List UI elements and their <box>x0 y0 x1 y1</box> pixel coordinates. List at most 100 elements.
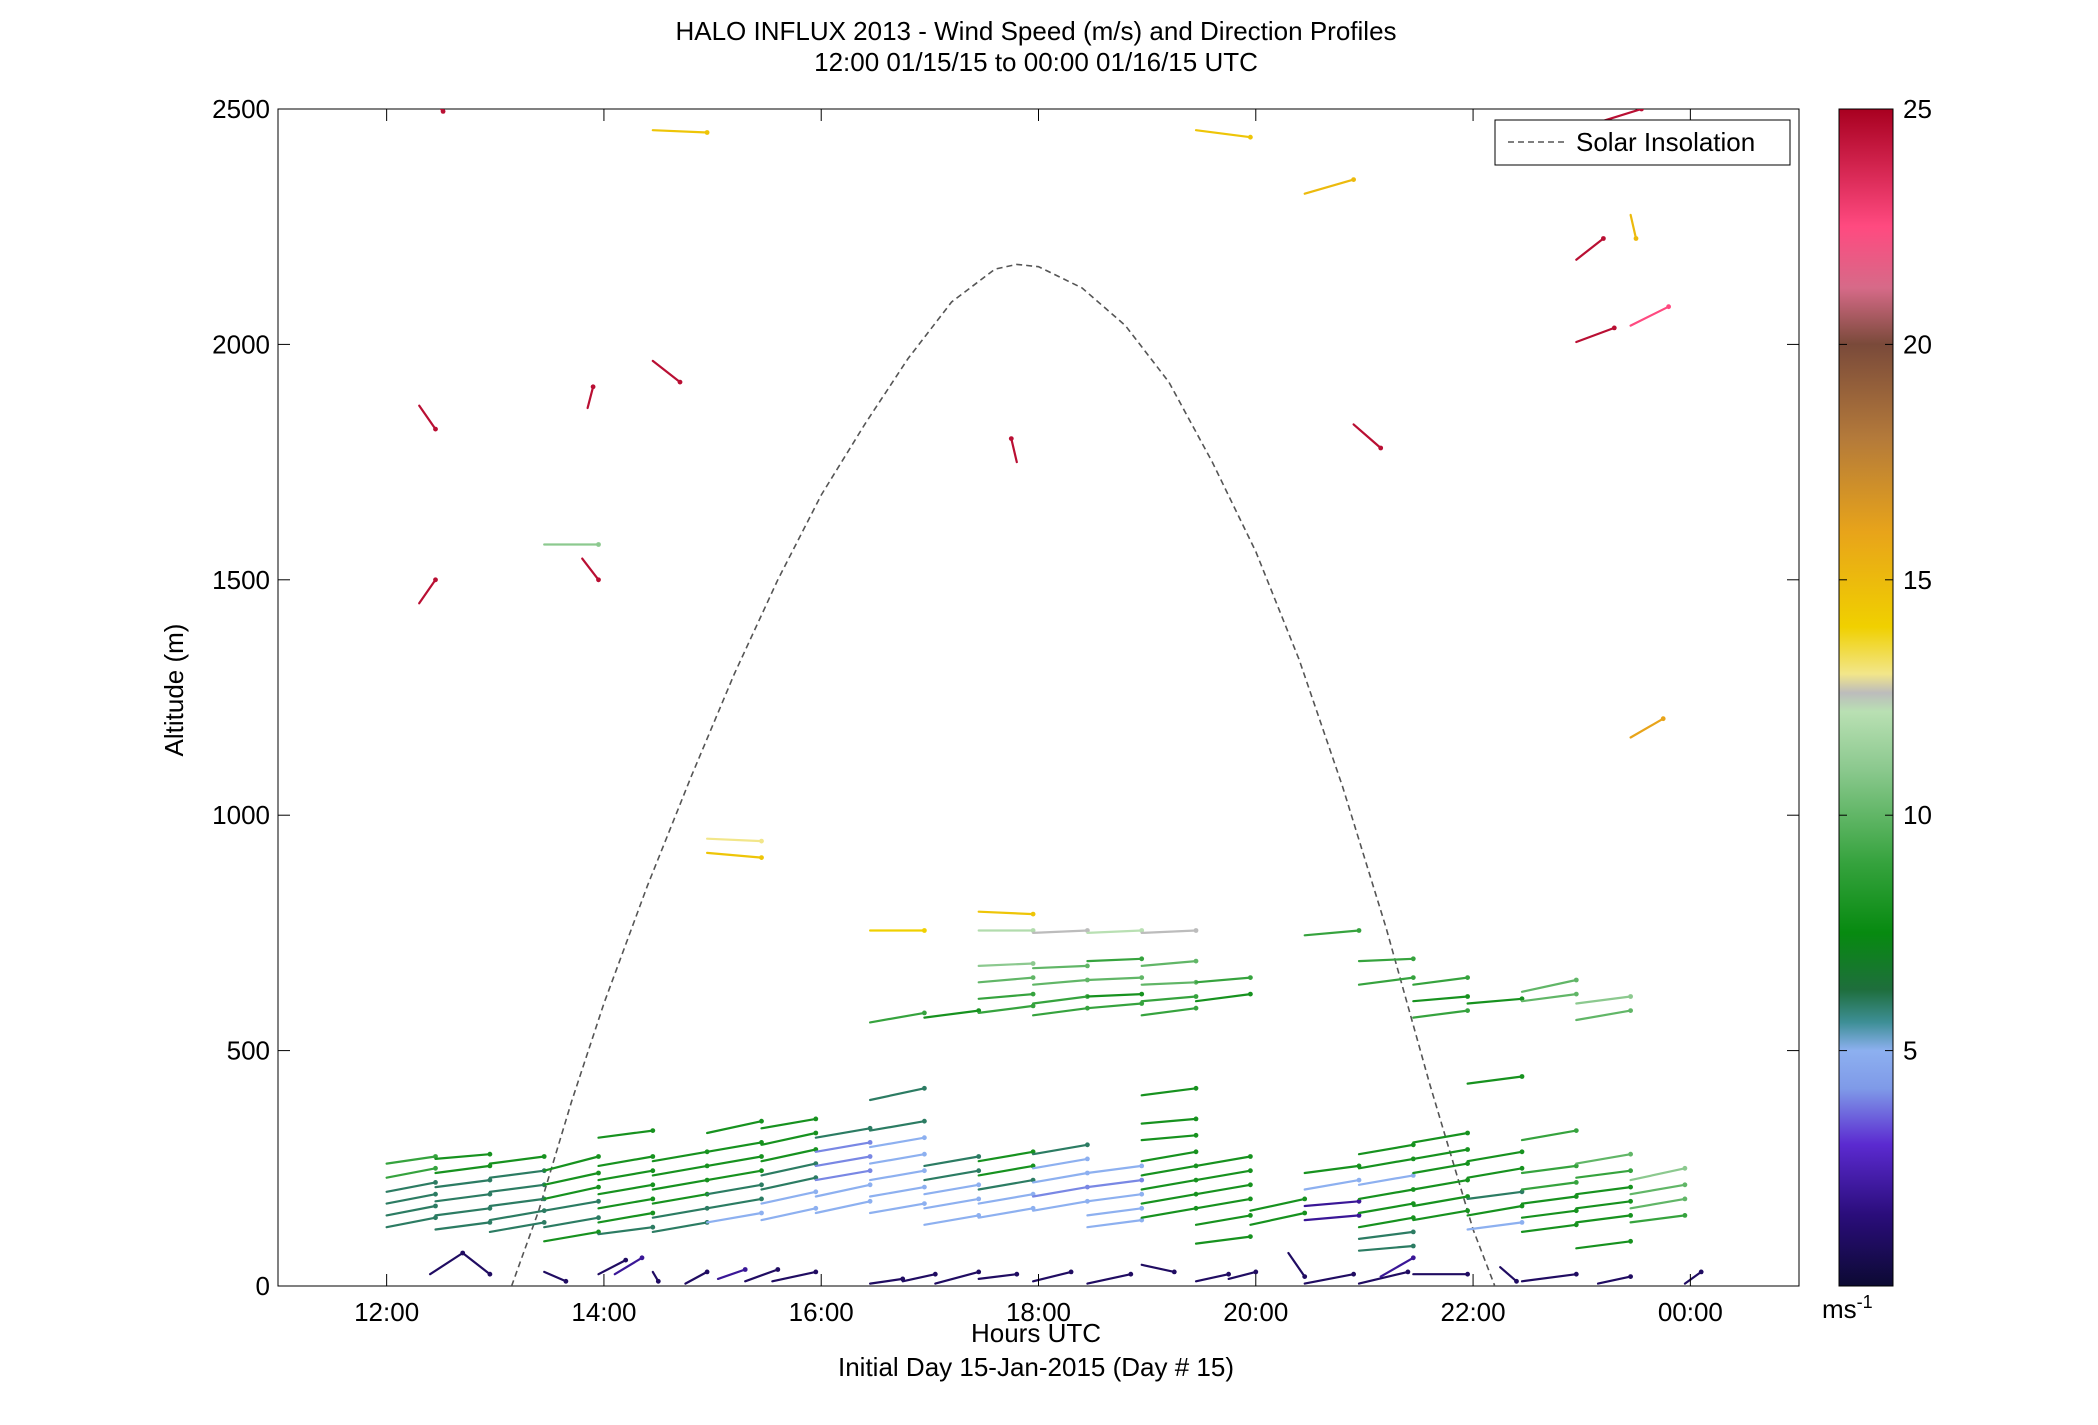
wind-vector-shaft <box>977 1273 1018 1281</box>
wind-vector-26 <box>597 1182 656 1196</box>
wind-vector-shaft <box>1357 957 1415 963</box>
wind-vector-shaft <box>814 1127 872 1139</box>
wind-vector-shaft <box>705 1211 763 1224</box>
wind-vector-39 <box>705 1182 764 1196</box>
wind-vector-head <box>1248 1168 1253 1174</box>
wind-vector-head <box>1068 1269 1074 1275</box>
wind-vector-170 <box>1303 928 1362 937</box>
wind-vector-143 <box>977 991 1036 1000</box>
wind-vector-shaft <box>1086 992 1143 998</box>
wind-vector-shaft <box>1086 1273 1132 1285</box>
wind-vector-shaft <box>1412 1131 1469 1144</box>
wind-vector-head <box>1008 436 1014 441</box>
wind-vector-171 <box>977 928 1036 933</box>
wind-vector-head <box>650 1168 656 1174</box>
wind-vector-shaft <box>1357 1174 1415 1186</box>
wind-vector-head <box>1193 1132 1199 1138</box>
wind-vector-85 <box>1194 1154 1253 1168</box>
wind-vector-shaft <box>1520 1181 1578 1191</box>
wind-vector-head <box>1682 1213 1688 1218</box>
wind-vector-111 <box>1466 1149 1525 1163</box>
wind-vector-167 <box>1520 977 1579 993</box>
wind-vector-37 <box>705 1154 764 1168</box>
wind-vector-head <box>976 1196 982 1202</box>
wind-vector-head <box>775 1267 781 1272</box>
wind-vector-94 <box>1303 1177 1362 1191</box>
wind-vector-79 <box>1086 1217 1145 1229</box>
wind-vector-head <box>1666 304 1671 310</box>
wind-vector-shaft <box>434 1178 491 1189</box>
wind-vector-head <box>922 1085 927 1091</box>
wind-vector-shaft <box>1249 1197 1306 1212</box>
wind-vector-142 <box>977 1003 1036 1015</box>
wind-vector-113 <box>1466 1189 1525 1201</box>
wind-vector-head <box>440 109 446 114</box>
wind-vector-218 <box>1357 1269 1411 1285</box>
wind-vector-head <box>1193 928 1199 933</box>
wind-vector-shaft <box>1357 1270 1410 1285</box>
wind-vector-head <box>1139 1205 1145 1211</box>
wind-vector-158 <box>1194 991 1253 1003</box>
wind-vector-132 <box>705 1118 764 1135</box>
wind-vector-61 <box>923 1168 982 1182</box>
wind-vector-203 <box>684 1269 710 1285</box>
wind-vector-59 <box>868 1201 927 1215</box>
wind-vector-head <box>1248 1196 1253 1202</box>
wind-vector-179 <box>543 542 601 547</box>
wind-vector-head <box>1519 1189 1525 1195</box>
wind-vector-head <box>1519 1220 1525 1225</box>
wind-vector-shaft <box>434 1164 491 1175</box>
wind-vector-head <box>650 1224 656 1230</box>
wind-vector-92 <box>1249 1210 1308 1226</box>
wind-vector-head <box>1351 1271 1356 1277</box>
wind-vector-shaft <box>1031 978 1089 986</box>
wind-vector-head <box>1085 1156 1090 1162</box>
wind-vector-head <box>1302 1196 1308 1202</box>
wind-vector-head <box>813 1116 819 1122</box>
wind-vector-155 <box>1140 994 1199 1003</box>
wind-vector-shaft <box>1140 981 1198 986</box>
wind-vector-10 <box>434 1205 493 1217</box>
wind-vector-40 <box>705 1196 764 1210</box>
wind-vector-12 <box>488 1154 547 1165</box>
wind-vector-shaft <box>1575 1214 1632 1224</box>
wind-vector-head <box>759 1210 764 1216</box>
wind-vector-shaft <box>1629 717 1665 739</box>
wind-vector-51 <box>814 1168 873 1182</box>
wind-vector-head <box>1248 1234 1253 1239</box>
wind-vector-head <box>922 1184 927 1190</box>
wind-vector-shaft <box>651 1150 709 1163</box>
wind-vector-head <box>650 1128 656 1133</box>
wind-vector-86 <box>1194 1168 1253 1182</box>
wind-vector-153 <box>1086 956 1145 963</box>
wind-vector-head <box>1378 445 1384 451</box>
wind-vector-5 <box>385 1215 438 1229</box>
wind-vector-shaft <box>771 1270 817 1283</box>
wind-vector-head <box>1248 1154 1253 1159</box>
wind-vector-11 <box>434 1220 493 1231</box>
wind-vector-shaft <box>488 1209 546 1222</box>
wind-vector-head <box>596 1184 601 1190</box>
wind-vector-shaft <box>1575 326 1616 344</box>
x-tick-label-0: 12:00 <box>354 1297 419 1327</box>
wind-vector-201 <box>613 1255 645 1276</box>
wind-vector-head <box>1628 1274 1633 1279</box>
wind-vector-shaft <box>868 1202 926 1215</box>
wind-vector-shaft <box>1086 976 1143 982</box>
wind-vector-shaft <box>977 1193 1035 1205</box>
wind-vector-91 <box>1249 1196 1308 1212</box>
wind-vector-129 <box>1629 1196 1688 1210</box>
wind-vector-head <box>1698 1269 1704 1275</box>
wind-vector-shaft <box>977 962 1035 968</box>
wind-vector-shaft <box>814 1183 872 1198</box>
wind-vector-shaft <box>1575 995 1632 1005</box>
wind-vector-head <box>1139 928 1145 933</box>
wind-vector-24 <box>597 1154 656 1168</box>
wind-vector-shaft <box>814 1155 872 1168</box>
colorbar <box>1838 108 1894 1287</box>
wind-vector-head <box>1519 1149 1525 1155</box>
wind-vector-166 <box>1520 991 1579 1003</box>
wind-vector-head <box>1351 177 1356 183</box>
wind-vector-124 <box>1575 1198 1633 1210</box>
wind-vector-shaft <box>1194 1214 1252 1226</box>
